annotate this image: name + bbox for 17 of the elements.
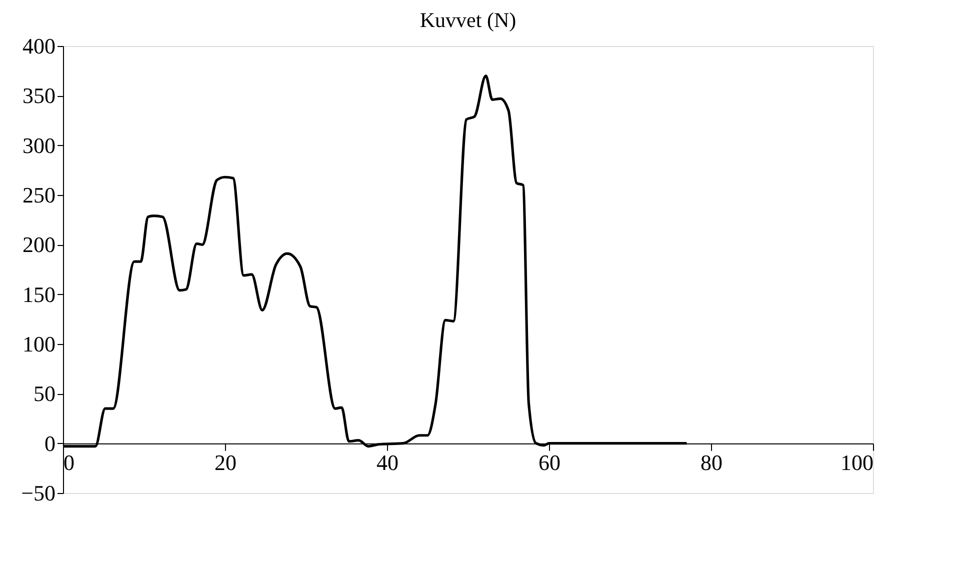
y-tick-label: 250 (22, 182, 56, 208)
y-tick-label: 400 (22, 34, 56, 58)
chart-title: Kuvvet (N) (420, 8, 516, 32)
y-tick-label: 200 (22, 232, 56, 258)
x-tick-label: 0 (64, 450, 74, 475)
y-tick-label: 350 (22, 83, 56, 108)
y-tick-label: 0 (44, 430, 56, 456)
y-tick-label: 300 (22, 132, 56, 158)
y-tick-label: 150 (22, 282, 56, 307)
x-tick-label: 80 (700, 450, 722, 475)
y-tick-label: −50 (21, 480, 56, 506)
x-tick-label: 60 (538, 450, 560, 475)
x-tick-label: 20 (214, 450, 236, 475)
x-tick-label: 40 (376, 450, 398, 475)
y-tick-label: 50 (34, 381, 56, 406)
y-tick-label: 100 (22, 332, 56, 356)
x-tick-label: 100 (840, 450, 874, 475)
